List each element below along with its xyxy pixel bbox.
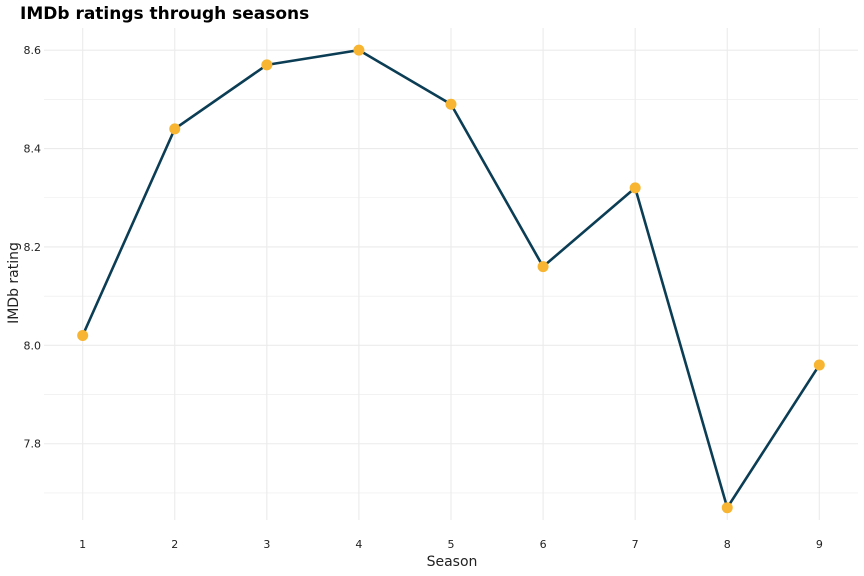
x-tick-label: 4 (355, 538, 362, 551)
x-tick-label: 6 (540, 538, 547, 551)
x-tick-label: 3 (263, 538, 270, 551)
y-tick-label: 8.0 (24, 339, 42, 352)
x-axis-title: Season (427, 554, 478, 570)
data-point (445, 98, 457, 110)
y-tick-label: 8.2 (24, 241, 42, 254)
x-tick-label: 5 (448, 538, 455, 551)
x-tick-label: 8 (724, 538, 731, 551)
chart-title: IMDb ratings through seasons (20, 4, 310, 24)
y-tick-label: 8.4 (24, 143, 42, 156)
y-axis-title: IMDb rating (6, 242, 22, 324)
x-tick-label: 1 (79, 538, 86, 551)
data-point (813, 359, 825, 371)
data-points (77, 44, 825, 514)
y-axis-ticks: 7.8 8.0 8.2 8.4 8.6 (24, 44, 42, 451)
x-tick-label: 2 (171, 538, 178, 551)
data-point (353, 44, 365, 56)
data-point (77, 330, 89, 341)
data-point (721, 502, 733, 514)
y-tick-label: 8.6 (24, 44, 42, 57)
data-point (261, 59, 273, 71)
x-tick-label: 9 (816, 538, 823, 551)
x-tick-label: 7 (632, 538, 639, 551)
grid-lines (44, 28, 858, 520)
data-point (537, 261, 549, 273)
x-axis-ticks: 1 2 3 4 5 6 7 8 9 (79, 538, 823, 551)
data-point (629, 182, 641, 194)
y-tick-label: 7.8 (24, 438, 42, 451)
data-point (169, 123, 181, 135)
